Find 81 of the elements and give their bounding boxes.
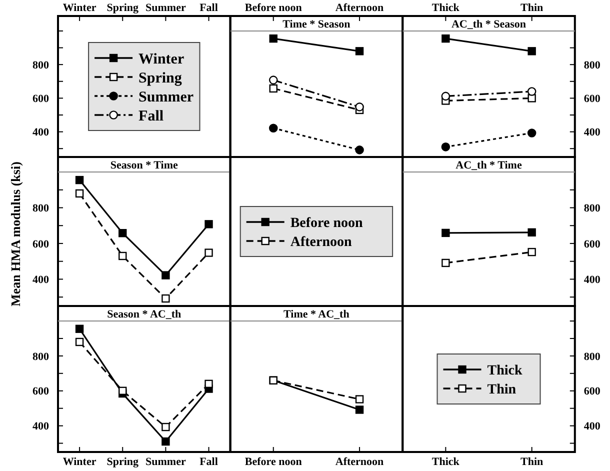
y-tick-label: 400 <box>584 274 601 286</box>
y-tick-label: 400 <box>32 420 50 433</box>
chart-title: AC_th * Time <box>456 159 522 172</box>
y-tick-label: 400 <box>32 126 50 139</box>
point <box>442 258 450 268</box>
point <box>75 189 84 198</box>
y-tick-label: 400 <box>584 126 601 139</box>
y-tick-label: 600 <box>32 386 50 398</box>
point <box>204 380 213 388</box>
legend-label: Winter <box>138 51 184 68</box>
chart-title: AC_th * Season <box>451 18 526 30</box>
y-tick-label: 400 <box>32 274 50 286</box>
y-tick-label: 600 <box>584 386 601 398</box>
point <box>268 124 278 133</box>
point <box>162 294 170 303</box>
y-tick-label: 800 <box>32 350 50 363</box>
legend-label: Spring <box>138 70 182 86</box>
legend-label: Before noon <box>290 216 364 231</box>
x-tick-label: Spring <box>106 2 140 14</box>
y-axis-title: Mean HMA modulus (ksi) <box>8 162 23 306</box>
point <box>75 338 84 346</box>
legend-label: Thick <box>487 363 522 378</box>
x-tick-label: Fall <box>200 456 218 468</box>
chart-title: Season * AC_th <box>107 308 182 320</box>
legend-label: Thin <box>487 382 516 398</box>
point <box>441 142 450 152</box>
point <box>528 47 536 56</box>
x-tick-label: Thick <box>432 2 460 14</box>
point <box>528 228 536 236</box>
point <box>204 248 213 257</box>
point <box>527 128 536 138</box>
x-tick-label: Thick <box>432 456 460 468</box>
point <box>442 34 450 43</box>
point <box>355 47 364 56</box>
y-tick-label: 800 <box>584 59 601 72</box>
point <box>118 252 127 260</box>
point <box>268 76 278 84</box>
point <box>528 94 536 102</box>
x-tick-label: Summer <box>146 456 186 468</box>
x-tick-label: Before noon <box>244 456 302 468</box>
y-tick-label: 600 <box>32 93 50 106</box>
point <box>269 84 278 93</box>
point <box>204 220 213 228</box>
point <box>118 386 127 395</box>
y-tick-label: 800 <box>32 59 50 72</box>
chart-title: Season * Time <box>110 159 178 172</box>
point <box>162 422 170 432</box>
point <box>527 87 536 96</box>
point <box>269 34 278 43</box>
y-tick-label: 800 <box>32 202 50 215</box>
x-tick-label: Afternoon <box>335 2 384 14</box>
x-tick-label: Before noon <box>244 2 302 14</box>
point <box>118 229 127 238</box>
chart-title: Time * Season <box>282 18 350 30</box>
point <box>162 437 170 446</box>
point <box>355 102 364 112</box>
y-tick-label: 600 <box>584 238 601 250</box>
point <box>528 248 536 256</box>
x-tick-label: Thin <box>520 456 544 468</box>
x-tick-label: Winter <box>62 2 96 14</box>
x-tick-label: Winter <box>62 456 96 468</box>
x-tick-label: Summer <box>146 2 186 14</box>
point <box>442 228 450 238</box>
x-tick-label: Fall <box>200 2 218 14</box>
point <box>162 271 170 280</box>
y-tick-label: 600 <box>584 93 601 106</box>
point <box>75 324 84 333</box>
x-tick-label: Spring <box>106 456 140 468</box>
y-tick-label: 800 <box>584 202 601 215</box>
chart-title: Time * AC_th <box>284 308 350 320</box>
legend-label: Summer <box>138 89 194 106</box>
point <box>75 176 84 184</box>
legend-label: Fall <box>138 108 164 124</box>
legend-label: Afternoon <box>290 234 352 250</box>
y-tick-label: 400 <box>584 420 601 433</box>
y-tick-label: 600 <box>32 238 50 250</box>
point <box>441 92 450 101</box>
x-tick-label: Thin <box>520 2 544 14</box>
point <box>355 146 364 154</box>
x-tick-label: Afternoon <box>335 456 384 468</box>
y-tick-label: 800 <box>584 350 601 363</box>
